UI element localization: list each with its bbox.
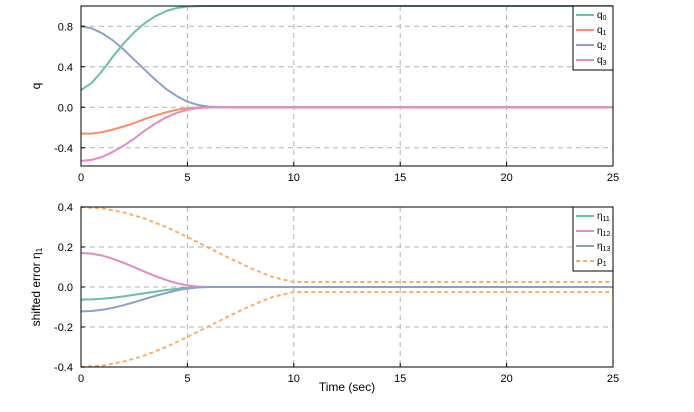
x-tick-label: 0 (78, 373, 84, 385)
x-tick-label: 25 (607, 172, 619, 184)
series-line-rho1-lower (80, 291, 613, 368)
y-tick-label: -0.4 (54, 143, 73, 155)
x-tick-label: 25 (607, 373, 619, 385)
y-axis-label: shifted error η1 (29, 247, 44, 326)
x-tick-label: 10 (288, 172, 300, 184)
legend-label: η11 (597, 211, 610, 223)
y-tick-label: 0.0 (58, 102, 73, 114)
legend: η11 η12 η13 ρ1 (572, 206, 614, 272)
legend: q0 q1 q2 q3 (572, 5, 614, 71)
chart-panel-1: 0 5 10 15 20 25 -0.4 0.0 0.4 0.8 q q0 q1 q2 q3 (29, 5, 619, 184)
y-tick-label: 0.2 (58, 242, 73, 254)
legend-label: q3 (597, 55, 607, 67)
series-line-q0 (80, 5, 613, 91)
y-tick-label: 0.4 (58, 202, 73, 214)
plot-frame (80, 5, 614, 167)
legend-label: q0 (597, 10, 607, 22)
series-line-q3 (80, 106, 613, 162)
legend-label: η12 (597, 226, 610, 238)
series-line-eta11 (80, 286, 613, 301)
legend-label: q2 (597, 40, 607, 52)
legend-label: η13 (597, 241, 610, 253)
y-tick-label: -0.4 (54, 362, 73, 374)
x-tick-label: 5 (184, 373, 190, 385)
chart-panel-2: 0 5 10 15 20 25 -0.4 -0.2 0.0 0.2 0.4 shifted error… (29, 202, 619, 394)
x-tick-label: 20 (500, 373, 512, 385)
x-tick-label: 20 (500, 172, 512, 184)
x-axis-label: Time (sec) (319, 380, 375, 394)
y-tick-label: 0.0 (58, 282, 73, 294)
y-axis-label: q (29, 83, 43, 90)
x-tick-label: 15 (394, 172, 406, 184)
y-tick-label: 0.4 (58, 62, 73, 74)
x-tick-label: 15 (394, 373, 406, 385)
legend-label: ρ1 (597, 256, 607, 268)
x-tick-label: 10 (288, 373, 300, 385)
x-tick-label: 0 (78, 172, 84, 184)
series-line-eta13 (80, 286, 613, 313)
series-line-rho1 (80, 206, 613, 283)
x-tick-label: 5 (184, 172, 190, 184)
y-tick-label: -0.2 (54, 322, 73, 334)
legend-label: q1 (597, 25, 607, 37)
y-tick-label: 0.8 (58, 21, 73, 33)
